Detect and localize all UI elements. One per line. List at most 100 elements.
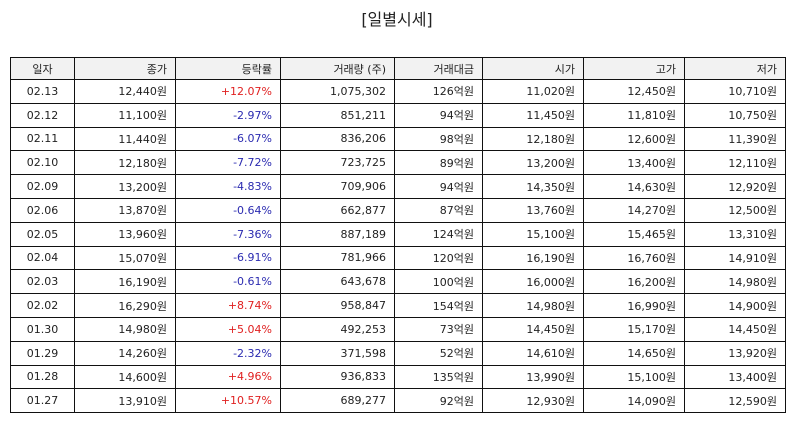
cell: 14,900원	[684, 293, 786, 318]
cell: 689,277	[280, 388, 395, 414]
cell: 492,253	[280, 316, 395, 342]
cell: 02.13	[10, 79, 75, 104]
cell: 11,100원	[74, 102, 176, 128]
cell: 15,465원	[583, 221, 685, 247]
cell: 12,590원	[684, 388, 786, 414]
cell: 11,020원	[482, 79, 584, 104]
table-row: 02.02 16,290원 +8.74% 958,847 154억원 14,980원 16,…	[10, 293, 786, 318]
title: [일별시세]	[361, 10, 433, 29]
cell: 12,180원	[74, 150, 176, 176]
cell: 958,847	[280, 293, 395, 318]
table-row: 01.28 14,600원 +4.96% 936,833 135억원 13,990원 15,…	[10, 364, 786, 390]
cell: 12,500원	[684, 197, 786, 223]
cell: 14,650원	[583, 340, 685, 366]
cell: 02.11	[10, 126, 75, 152]
cell: 12,180원	[482, 126, 584, 152]
cell: 92억원	[394, 388, 483, 414]
cell: 887,189	[280, 221, 395, 247]
cell: 01.30	[10, 316, 75, 342]
cell: 126억원	[394, 79, 483, 104]
cell: 723,725	[280, 150, 395, 176]
cell: 10,750원	[684, 102, 786, 128]
cell: 13,990원	[482, 364, 584, 390]
cell: 14,260원	[74, 340, 176, 366]
cell: -2.97%	[175, 102, 281, 128]
cell: -7.72%	[175, 150, 281, 176]
cell: 94억원	[394, 102, 483, 128]
cell: 11,440원	[74, 126, 176, 152]
cell: 01.28	[10, 364, 75, 390]
cell: 14,980원	[74, 316, 176, 342]
table-row: 02.12 11,100원 -2.97% 851,211 94억원 11,450원 11,8…	[10, 102, 786, 128]
cell: 120억원	[394, 245, 483, 271]
cell: 13,310원	[684, 221, 786, 247]
cell: 87억원	[394, 197, 483, 223]
table-body: 02.13 12,440원 +12.07% 1,075,302 126억원 11,020원…	[10, 79, 786, 414]
cell: 1,075,302	[280, 79, 395, 104]
column-header: 등락률	[175, 57, 281, 80]
cell: 13,400원	[583, 150, 685, 176]
table-row: 02.11 11,440원 -6.07% 836,206 98억원 12,180원 12,6…	[10, 126, 786, 152]
cell: 16,000원	[482, 269, 584, 295]
cell: +5.04%	[175, 316, 281, 342]
cell: 12,450원	[583, 79, 685, 104]
cell: 12,110원	[684, 150, 786, 176]
column-header: 거래량 (주)	[280, 57, 395, 80]
table-row: 01.30 14,980원 +5.04% 492,253 73억원 14,450원 15,1…	[10, 316, 786, 342]
cell: 73억원	[394, 316, 483, 342]
cell: 709,906	[280, 174, 395, 199]
column-header: 고가	[583, 57, 685, 80]
cell: 13,200원	[482, 150, 584, 176]
cell: 16,760원	[583, 245, 685, 271]
cell: 781,966	[280, 245, 395, 271]
column-header: 일자	[10, 57, 75, 80]
cell: 11,390원	[684, 126, 786, 152]
cell: 124억원	[394, 221, 483, 247]
cell: -6.91%	[175, 245, 281, 271]
cell: 100억원	[394, 269, 483, 295]
cell: 12,920원	[684, 174, 786, 199]
cell: 02.12	[10, 102, 75, 128]
cell: 851,211	[280, 102, 395, 128]
table-row: 01.29 14,260원 -2.32% 371,598 52억원 14,610원 14,6…	[10, 340, 786, 366]
column-header: 시가	[482, 57, 584, 80]
cell: 10,710원	[684, 79, 786, 104]
cell: 98억원	[394, 126, 483, 152]
cell: +10.57%	[175, 388, 281, 414]
cell: -4.83%	[175, 174, 281, 199]
cell: 643,678	[280, 269, 395, 295]
cell: 135억원	[394, 364, 483, 390]
cell: +4.96%	[175, 364, 281, 390]
cell: 14,090원	[583, 388, 685, 414]
cell: 11,810원	[583, 102, 685, 128]
table-row: 02.03 16,190원 -0.61% 643,678 100억원 16,000원 16,…	[10, 269, 786, 295]
cell: 13,910원	[74, 388, 176, 414]
cell: 13,960원	[74, 221, 176, 247]
cell: 11,450원	[482, 102, 584, 128]
cell: 02.05	[10, 221, 75, 247]
cell: 89억원	[394, 150, 483, 176]
cell: -6.07%	[175, 126, 281, 152]
cell: 13,870원	[74, 197, 176, 223]
column-header: 종가	[74, 57, 176, 80]
cell: 13,400원	[684, 364, 786, 390]
cell: 13,200원	[74, 174, 176, 199]
cell: +8.74%	[175, 293, 281, 318]
cell: 15,170원	[583, 316, 685, 342]
cell: 14,980원	[482, 293, 584, 318]
cell: 13,920원	[684, 340, 786, 366]
cell: 02.02	[10, 293, 75, 318]
cell: 14,450원	[482, 316, 584, 342]
cell: 52억원	[394, 340, 483, 366]
header-row: 일자 종가 등락률 거래량 (주) 거래대금 시가 고가 저가	[10, 57, 786, 80]
cell: 14,980원	[684, 269, 786, 295]
cell: 14,350원	[482, 174, 584, 199]
cell: -2.32%	[175, 340, 281, 366]
cell: 15,070원	[74, 245, 176, 271]
table-row: 02.04 15,070원 -6.91% 781,966 120억원 16,190원 16,…	[10, 245, 786, 271]
price-table: 일자 종가 등락률 거래량 (주) 거래대금 시가 고가 저가 02.13 12,440원 +12…	[10, 57, 786, 414]
cell: 14,910원	[684, 245, 786, 271]
cell: 371,598	[280, 340, 395, 366]
column-header: 저가	[684, 57, 786, 80]
table-row: 02.05 13,960원 -7.36% 887,189 124억원 15,100원 15,…	[10, 221, 786, 247]
